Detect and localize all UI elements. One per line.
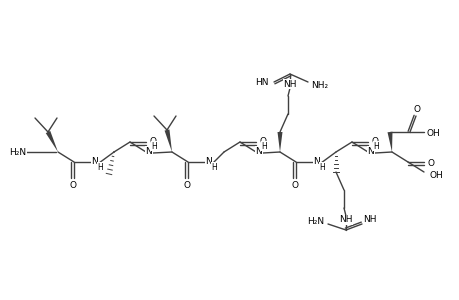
- Text: N: N: [255, 146, 262, 155]
- Text: H₂N: H₂N: [307, 217, 324, 226]
- Text: O: O: [259, 136, 266, 146]
- Text: H: H: [372, 142, 378, 151]
- Text: O: O: [149, 136, 156, 146]
- Text: NH₂: NH₂: [311, 80, 328, 89]
- Text: N: N: [205, 157, 212, 166]
- Text: N: N: [367, 146, 374, 155]
- Text: N: N: [91, 157, 98, 166]
- Text: NH: NH: [339, 215, 352, 224]
- Text: HN: HN: [255, 77, 268, 86]
- Text: H: H: [211, 163, 216, 172]
- Text: H: H: [319, 163, 324, 172]
- Text: NH: NH: [363, 214, 376, 224]
- Text: H₂N: H₂N: [10, 148, 27, 157]
- Text: OH: OH: [425, 128, 439, 137]
- Polygon shape: [277, 132, 282, 152]
- Text: N: N: [146, 146, 152, 155]
- Text: H: H: [97, 163, 103, 172]
- Text: O: O: [413, 104, 420, 113]
- Text: O: O: [183, 181, 190, 190]
- Text: H: H: [151, 142, 157, 151]
- Text: H: H: [261, 142, 266, 151]
- Polygon shape: [45, 131, 58, 152]
- Text: O: O: [291, 181, 298, 190]
- Polygon shape: [164, 129, 172, 152]
- Text: NH: NH: [283, 80, 296, 88]
- Text: O: O: [426, 158, 434, 167]
- Polygon shape: [386, 132, 392, 152]
- Text: O: O: [371, 136, 378, 146]
- Text: O: O: [69, 181, 76, 190]
- Text: OH: OH: [428, 170, 442, 179]
- Text: N: N: [313, 157, 319, 166]
